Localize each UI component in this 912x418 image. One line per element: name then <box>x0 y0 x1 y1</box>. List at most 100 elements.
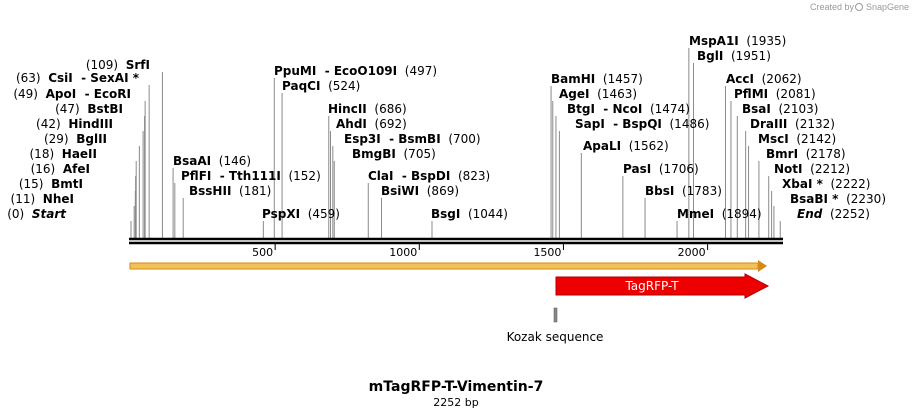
site-label[interactable]: PaqCI (524) <box>282 79 360 93</box>
site-label[interactable]: BsaBI * (2230) <box>790 192 886 206</box>
orf-arrow <box>129 260 767 272</box>
site-name: AfeI <box>63 162 90 176</box>
site-name: ApoI - EcoRI <box>46 87 131 101</box>
site-position: (869) <box>427 184 459 198</box>
site-name: NotI <box>774 162 803 176</box>
site-name: Start <box>32 207 67 221</box>
ruler-tick-label: 1000 <box>389 246 417 259</box>
site-label[interactable]: HincII (686) <box>328 102 407 116</box>
site-label[interactable]: Esp3I - BsmBI (700) <box>344 132 481 146</box>
site-label[interactable]: (11) NheI <box>11 192 74 206</box>
site-name: MmeI <box>677 207 714 221</box>
site-label[interactable]: BsgI (1044) <box>431 207 508 221</box>
site-position: (1486) <box>670 117 710 131</box>
site-label[interactable]: PasI (1706) <box>623 162 699 176</box>
site-label[interactable]: (49) ApoI - EcoRI <box>13 87 131 101</box>
site-label[interactable]: AhdI (692) <box>336 117 407 131</box>
site-name: DraIII <box>750 117 787 131</box>
site-name: BmrI <box>766 147 798 161</box>
site-position: (2132) <box>795 117 835 131</box>
site-label[interactable]: MmeI (1894) <box>677 207 762 221</box>
site-name: BamHI <box>551 72 595 86</box>
site-label[interactable]: BsaAI (146) <box>173 154 251 168</box>
site-label[interactable]: BmgBI (705) <box>352 147 436 161</box>
site-label[interactable]: PpuMI - EcoO109I (497) <box>274 64 437 78</box>
site-position: (497) <box>405 64 437 78</box>
site-label[interactable]: End (2252) <box>797 207 870 221</box>
site-label[interactable]: (18) HaeII <box>30 147 98 161</box>
site-position: (1894) <box>722 207 762 221</box>
site-label[interactable]: BsiWI (869) <box>381 184 459 198</box>
site-label[interactable]: BbsI (1783) <box>645 184 722 198</box>
site-label[interactable]: PflMI (2081) <box>734 87 816 101</box>
site-label[interactable]: (47) BstBI <box>55 102 123 116</box>
site-name: Esp3I - BsmBI <box>344 132 441 146</box>
site-position: (2222) <box>831 177 871 191</box>
tagrfp-t-arrow[interactable] <box>555 273 770 299</box>
site-name: PflFI - Tth111I <box>181 169 281 183</box>
site-name: NheI <box>43 192 74 206</box>
site-position: (15) <box>19 177 44 191</box>
site-label[interactable]: PflFI - Tth111I (152) <box>181 169 321 183</box>
site-label[interactable]: MscI (2142) <box>758 132 836 146</box>
site-label[interactable]: AccI (2062) <box>726 72 802 86</box>
site-position: (1951) <box>731 49 771 63</box>
site-position: (2062) <box>762 72 802 86</box>
site-position: (1562) <box>629 139 669 153</box>
site-label[interactable]: (15) BmtI <box>19 177 83 191</box>
site-label[interactable]: BssHII (181) <box>189 184 271 198</box>
site-position: (11) <box>11 192 36 206</box>
site-label[interactable]: BamHI (1457) <box>551 72 643 86</box>
site-label[interactable]: XbaI * (2222) <box>782 177 870 191</box>
site-label[interactable]: (63) CsiI - SexAI * <box>16 71 140 85</box>
site-label[interactable]: BglI (1951) <box>697 49 771 63</box>
site-name: XbaI * <box>782 177 824 191</box>
site-label[interactable]: ApaLI (1562) <box>583 139 669 153</box>
site-position: (18) <box>30 147 55 161</box>
site-position: (0) <box>7 207 24 221</box>
site-name: HaeII <box>62 147 97 161</box>
ruler-tick-label: 2000 <box>678 246 706 259</box>
site-name: CsiI - SexAI * <box>48 71 139 85</box>
site-position: (63) <box>16 71 41 85</box>
site-name: BtgI - NcoI <box>567 102 642 116</box>
site-position: (109) <box>86 58 118 72</box>
site-label[interactable]: BsaI (2103) <box>742 102 818 116</box>
site-name: BsaI <box>742 102 771 116</box>
orf-body <box>129 262 759 270</box>
site-label[interactable]: BmrI (2178) <box>766 147 846 161</box>
site-label[interactable]: (42) HindIII <box>36 117 113 131</box>
site-label[interactable]: SapI - BspQI (1486) <box>575 117 709 131</box>
feature-kozak-sequence[interactable]: Kozak sequence <box>507 307 604 344</box>
site-label[interactable]: (29) BglII <box>44 132 107 146</box>
site-label[interactable]: PspXI (459) <box>262 207 340 221</box>
site-labels: (109) SrfI(63) CsiI - SexAI *(49) ApoI -… <box>7 34 886 221</box>
kozak-mark[interactable] <box>553 307 558 323</box>
site-position: (2252) <box>830 207 870 221</box>
site-label[interactable]: BtgI - NcoI (1474) <box>567 102 690 116</box>
feature-tagrfp-t[interactable]: TagRFP-T <box>555 273 770 299</box>
site-name: HincII <box>328 102 367 116</box>
site-name: PspXI <box>262 207 300 221</box>
site-label[interactable]: ClaI - BspDI (823) <box>368 169 490 183</box>
site-label[interactable]: NotI (2212) <box>774 162 850 176</box>
site-label[interactable]: AgeI (1463) <box>559 87 637 101</box>
site-label[interactable]: DraIII (2132) <box>750 117 835 131</box>
site-label[interactable]: (16) AfeI <box>31 162 90 176</box>
site-label[interactable]: (109) SrfI <box>86 58 150 72</box>
watermark-prefix: Created by <box>810 2 855 12</box>
ruler-tick-label: 500 <box>252 246 273 259</box>
site-name: PasI <box>623 162 651 176</box>
ruler-tick-label: 1500 <box>533 246 561 259</box>
site-position: (700) <box>448 132 480 146</box>
site-name: AgeI <box>559 87 589 101</box>
site-position: (29) <box>44 132 69 146</box>
site-name: BsiWI <box>381 184 419 198</box>
site-label[interactable]: MspA1I (1935) <box>689 34 786 48</box>
snapgene-logo-icon <box>855 3 863 11</box>
site-name: BglI <box>697 49 723 63</box>
site-label[interactable]: (0) Start <box>7 207 67 221</box>
site-position: (152) <box>288 169 320 183</box>
site-position: (686) <box>374 102 406 116</box>
site-position: (42) <box>36 117 61 131</box>
